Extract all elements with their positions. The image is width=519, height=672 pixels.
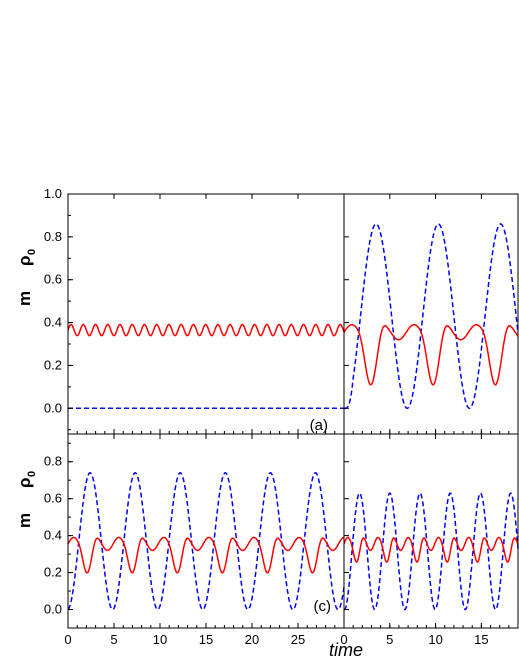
x-tick-label: 5 [386, 632, 393, 647]
panel-1-left-frame [67, 433, 345, 629]
x-tick-label: 10 [428, 632, 442, 647]
x-tick-label: 5 [110, 632, 117, 647]
y-tick-label: 0.0 [44, 400, 62, 415]
y-axis-label-bottom: m ρ 0 [15, 471, 38, 528]
y-label-rho-sub-bottom: 0 [26, 471, 38, 477]
ticks: 0.0 0.2 0.4 0.6 0.8 1.0 0.0 0.2 0.4 0.6 0.8 0 5 10 15 2… [44, 186, 519, 647]
series-rho0-panel-0-right [343, 223, 519, 410]
x-tick-label: 25 [291, 632, 305, 647]
y-tick-label: 0.8 [44, 229, 62, 244]
y-tick-label: 0.6 [44, 272, 62, 287]
x-axis-label: time [329, 640, 363, 660]
series-m-panel-1-left [67, 536, 345, 574]
y-tick-label: 0.6 [44, 491, 62, 506]
series-m-panel-1-right [343, 536, 519, 563]
panel-1-right-frame [343, 433, 519, 629]
y-tick-label: 0.4 [44, 315, 62, 330]
y-label-rho-bottom: ρ [15, 477, 34, 488]
axis-labels: time m ρ 0 m ρ 0 (a) (c) [15, 249, 363, 660]
x-tick-label: 10 [153, 632, 167, 647]
panel-label-c: (c) [314, 598, 332, 615]
series-m-panel-0-right [343, 323, 519, 386]
x-tick-label: 15 [199, 632, 213, 647]
plot-area [67, 223, 519, 611]
panel-0-right-frame [343, 193, 519, 435]
y-label-m-top: m [15, 291, 34, 306]
y-tick-label: 0.2 [44, 565, 62, 580]
y-label-rho-top: ρ [15, 255, 34, 266]
y-tick-label: 0.4 [44, 528, 62, 543]
y-label-m-bottom: m [15, 513, 34, 528]
x-tick-label: 0 [64, 632, 71, 647]
series-rho0-panel-1-right [343, 492, 519, 611]
y-axis-label-top: m ρ 0 [15, 249, 38, 306]
y-tick-label: 1.0 [44, 186, 62, 201]
series-rho0-panel-1-left [67, 472, 345, 611]
panel-0-left-frame [67, 193, 345, 435]
series-m-panel-0-left [67, 323, 345, 337]
panel-label-a: (a) [310, 417, 328, 434]
x-tick-label: 20 [245, 632, 259, 647]
x-tick-label: 15 [474, 632, 488, 647]
y-tick-label: 0.8 [44, 454, 62, 469]
y-label-rho-sub-top: 0 [26, 249, 38, 255]
y-tick-label: 0.0 [44, 602, 62, 617]
y-tick-label: 0.2 [44, 357, 62, 372]
x-tick-label: 0 [340, 632, 347, 647]
